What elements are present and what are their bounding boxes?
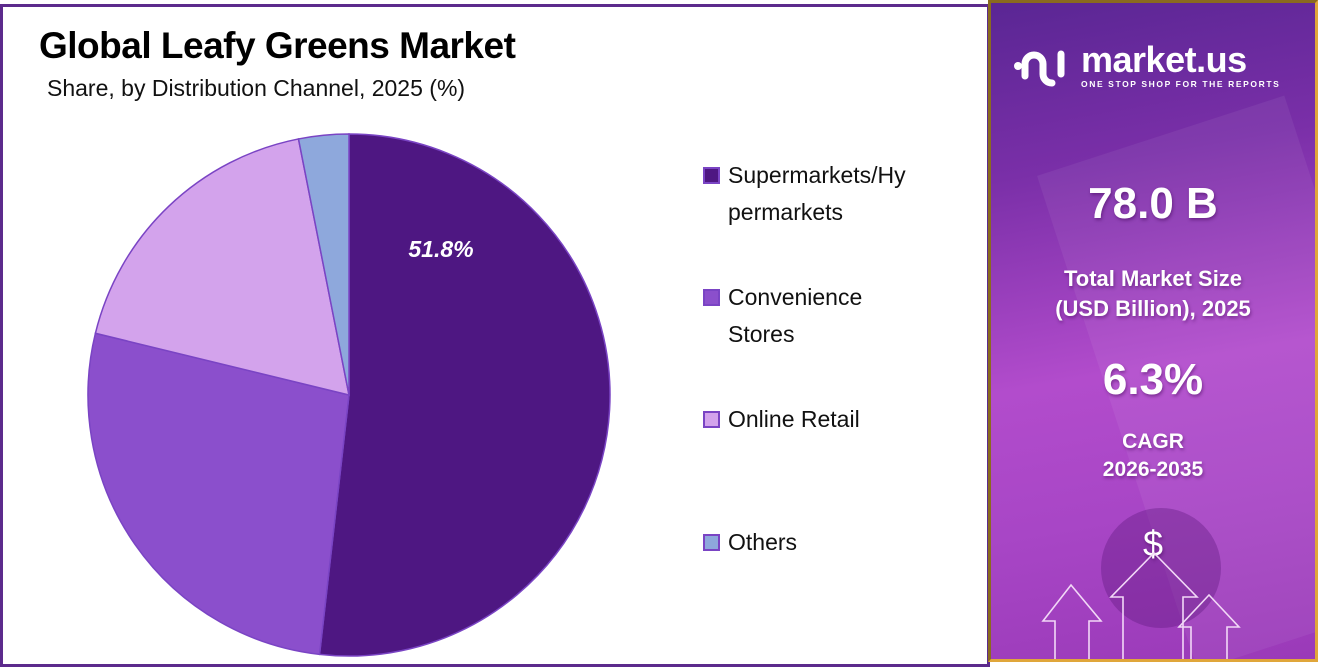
legend-swatch	[703, 167, 720, 184]
cagr-label: CAGR	[1122, 430, 1184, 453]
legend-swatch	[703, 534, 720, 551]
pie-label-supermarkets: 51.8%	[408, 236, 473, 262]
legend-label: Convenience Stores	[728, 284, 863, 347]
market-size-label-1: Total Market Size	[1063, 266, 1243, 291]
legend-label: Others	[728, 529, 798, 555]
legend-label: Supermarkets/Hy permarkets	[728, 162, 906, 225]
stats-sidebar: market.us ONE STOP SHOP FOR THE REPORTS …	[988, 0, 1318, 662]
legend-label: Online Retail	[728, 406, 860, 432]
chart-panel: Global Leafy Greens Market Share, by Dis…	[0, 4, 990, 667]
legend-swatch	[703, 411, 720, 428]
growth-arrows-icon	[1041, 551, 1241, 659]
cagr-period: 2026-2035	[1102, 458, 1204, 481]
market-us-logo-icon	[1014, 50, 1065, 87]
legend-item-others: Others	[703, 524, 958, 561]
chart-title: Global Leafy Greens Market	[39, 25, 516, 66]
pie-chart: 51.8%	[87, 133, 611, 657]
pie-slice-supermarkets-hypermarkets	[318, 133, 611, 657]
legend-item-convenience: Convenience Stores	[703, 279, 898, 353]
dollar-icon: $	[1142, 523, 1164, 564]
brand-logo: market.us ONE STOP SHOP FOR THE REPORTS	[1013, 39, 1281, 89]
legend-item-online: Online Retail	[703, 401, 958, 438]
brand-tagline: ONE STOP SHOP FOR THE REPORTS	[1081, 79, 1281, 89]
cagr-value: 6.3%	[1102, 355, 1204, 404]
legend-item-supermarkets: Supermarkets/Hy permarkets	[703, 157, 958, 231]
market-size-label-2: (USD Billion), 2025	[1055, 296, 1251, 321]
brand-name: market.us	[1081, 39, 1247, 80]
legend-swatch	[703, 289, 720, 306]
pie-slice-convenience-stores	[87, 332, 350, 656]
pie-slices	[87, 133, 611, 657]
coin-decoration	[1101, 508, 1221, 628]
pie-slice-others	[297, 133, 350, 396]
market-size-value: 78.0 B	[1088, 179, 1218, 228]
pie-slice-online-retail	[94, 138, 350, 397]
chart-subtitle: Share, by Distribution Channel, 2025 (%)	[47, 75, 466, 101]
